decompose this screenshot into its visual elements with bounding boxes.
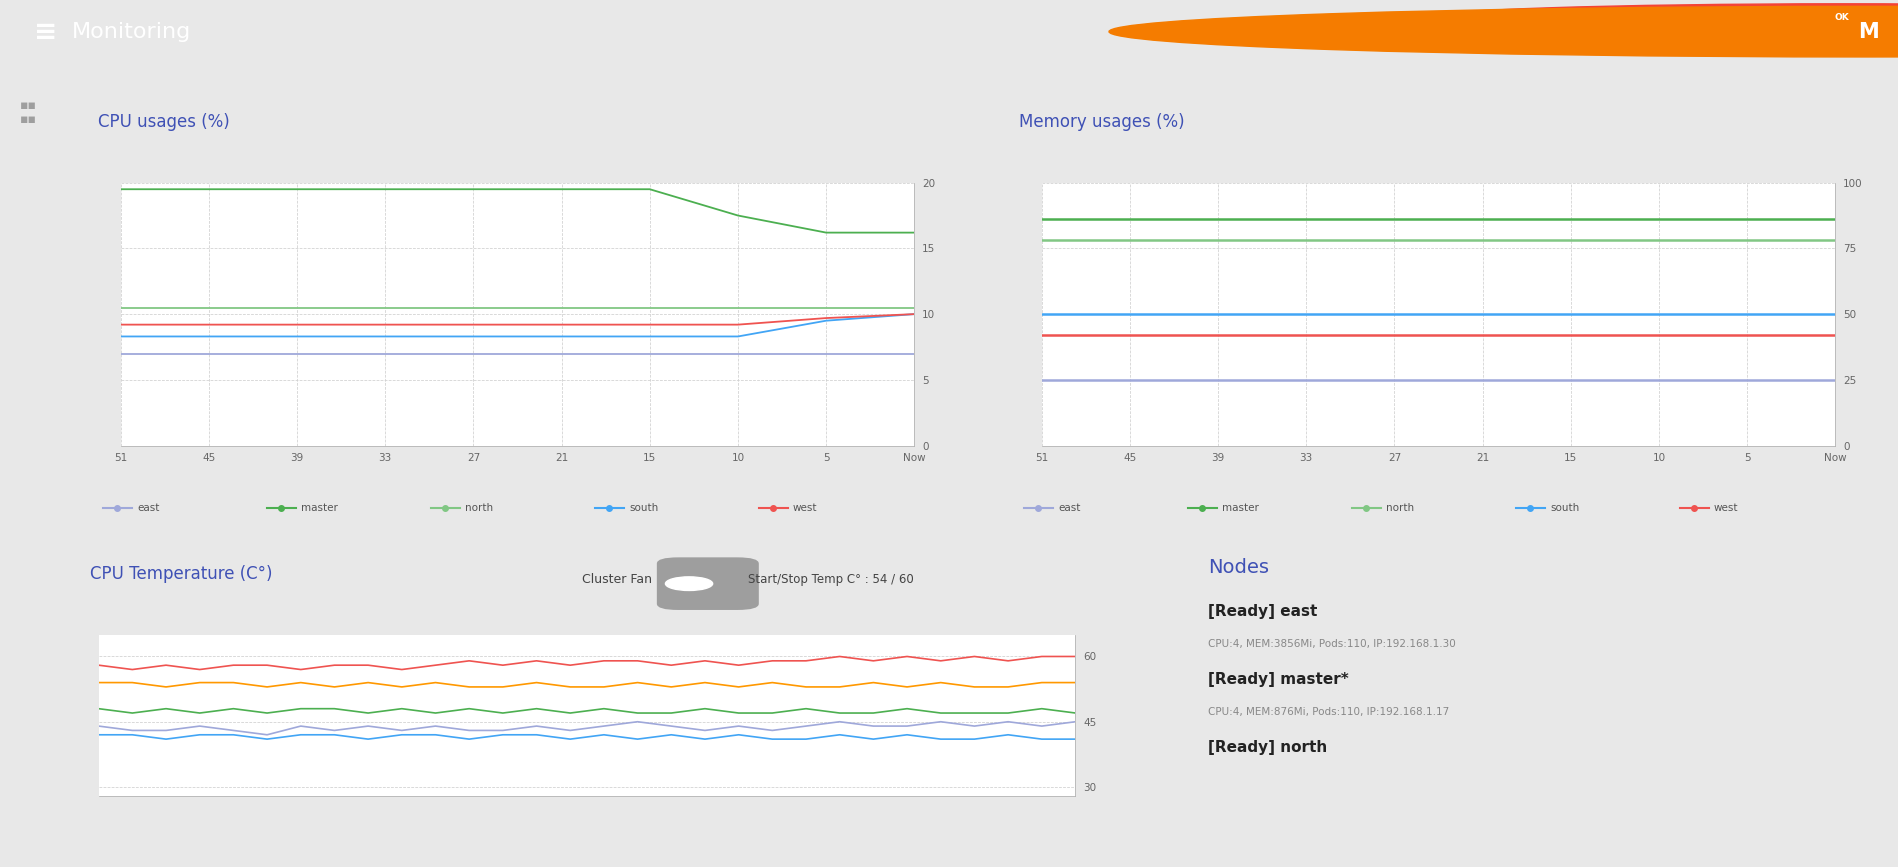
Text: master: master (300, 503, 338, 513)
Text: east: east (137, 503, 159, 513)
Text: CPU usages (%): CPU usages (%) (99, 114, 230, 131)
Text: [Ready] north: [Ready] north (1207, 740, 1327, 755)
Text: north: north (1386, 503, 1414, 513)
Circle shape (1424, 3, 1898, 31)
Text: master: master (1222, 503, 1258, 513)
Text: M: M (1858, 22, 1877, 42)
Text: CPU Temperature (C°): CPU Temperature (C°) (89, 565, 273, 583)
Text: Cluster Fan: Cluster Fan (581, 572, 651, 585)
Text: west: west (1714, 503, 1737, 513)
Text: ≡: ≡ (34, 17, 57, 46)
Circle shape (1108, 6, 1898, 57)
Text: [Ready] master*: [Ready] master* (1207, 672, 1348, 688)
Text: east: east (1057, 503, 1080, 513)
Text: CPU:4, MEM:3856Mi, Pods:110, IP:192.168.1.30: CPU:4, MEM:3856Mi, Pods:110, IP:192.168.… (1207, 639, 1456, 649)
Text: Start/Stop Temp C° : 54 / 60: Start/Stop Temp C° : 54 / 60 (748, 572, 913, 585)
FancyBboxPatch shape (657, 557, 759, 610)
Text: Monitoring: Monitoring (72, 22, 192, 42)
Text: Nodes: Nodes (1207, 557, 1268, 577)
Text: CPU:4, MEM:876Mi, Pods:110, IP:192.168.1.17: CPU:4, MEM:876Mi, Pods:110, IP:192.168.1… (1207, 707, 1448, 717)
Text: west: west (793, 503, 816, 513)
Circle shape (664, 577, 712, 590)
Text: [Ready] east: [Ready] east (1207, 604, 1317, 619)
Text: ▪▪
▪▪: ▪▪ ▪▪ (21, 100, 36, 127)
Text: 🔔: 🔔 (1820, 24, 1832, 44)
Text: north: north (465, 503, 493, 513)
Text: OK: OK (1833, 13, 1849, 23)
Text: south: south (1549, 503, 1579, 513)
Text: south: south (628, 503, 659, 513)
Text: Memory usages (%): Memory usages (%) (1019, 114, 1184, 131)
